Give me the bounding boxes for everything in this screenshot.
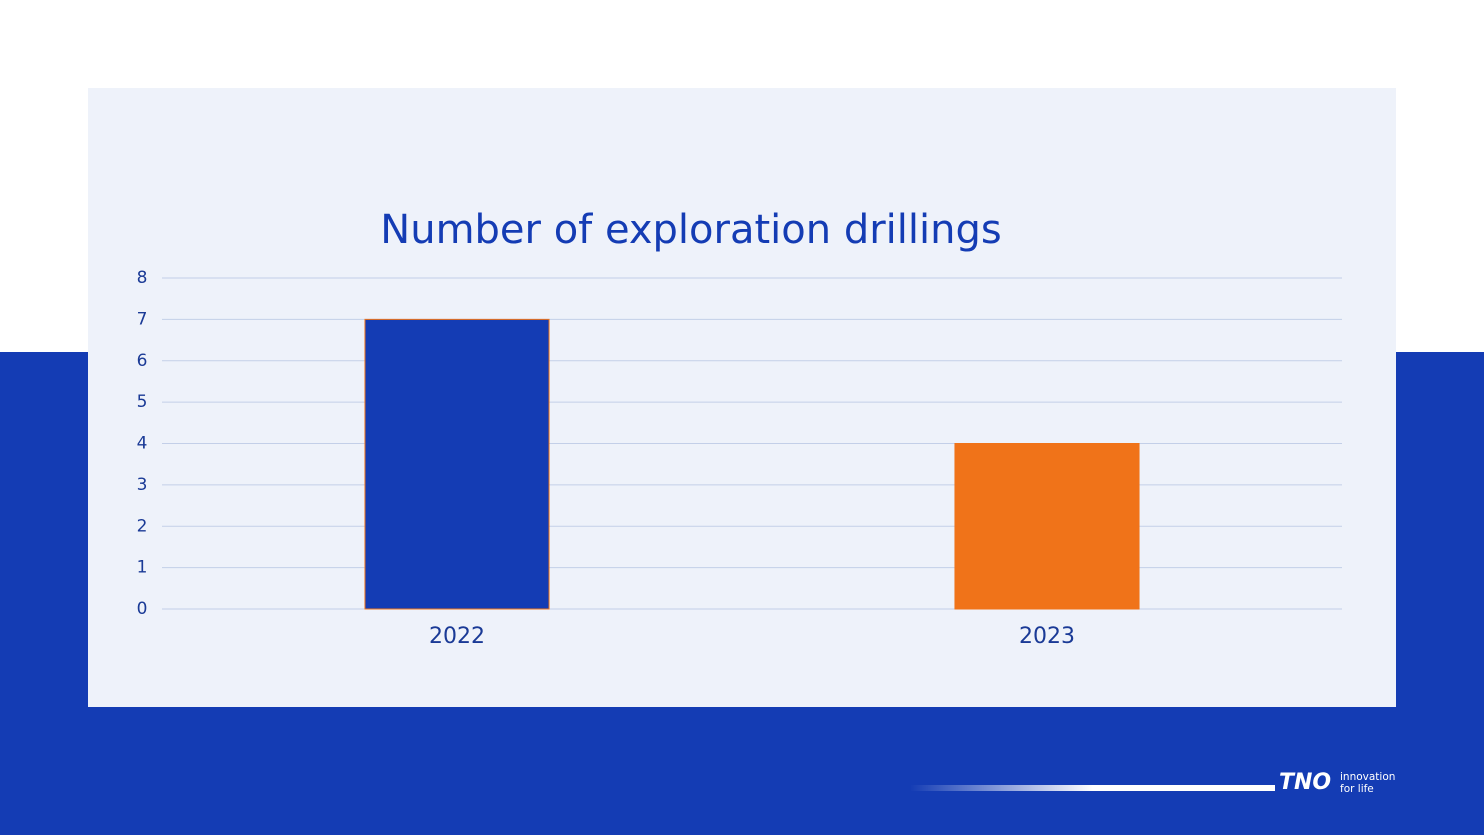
logo-line	[910, 785, 1275, 791]
y-tick-label: 4	[137, 434, 148, 454]
logo-tagline: innovation	[1340, 771, 1395, 783]
x-tick-label: 2023	[1019, 624, 1075, 649]
y-tick-label: 3	[137, 475, 148, 495]
y-tick-label: 8	[137, 268, 148, 288]
logo-tagline: for life	[1340, 783, 1374, 795]
y-tick-label: 2	[137, 516, 148, 536]
chart-panel	[88, 88, 1396, 707]
y-tick-label: 6	[137, 351, 148, 371]
y-tick-label: 1	[137, 558, 148, 578]
bar	[954, 443, 1140, 610]
y-tick-label: 5	[137, 392, 148, 412]
plot-area: 0 1 2 3 4 5 6 7 8 2022 2023	[137, 268, 1342, 649]
bar	[364, 318, 550, 610]
y-tick-label: 7	[137, 309, 148, 329]
logo-brand: TNO	[1279, 770, 1331, 795]
chart-title: Number of exploration drillings	[380, 207, 1001, 253]
y-tick-label: 0	[137, 599, 148, 619]
x-tick-label: 2022	[429, 624, 485, 649]
